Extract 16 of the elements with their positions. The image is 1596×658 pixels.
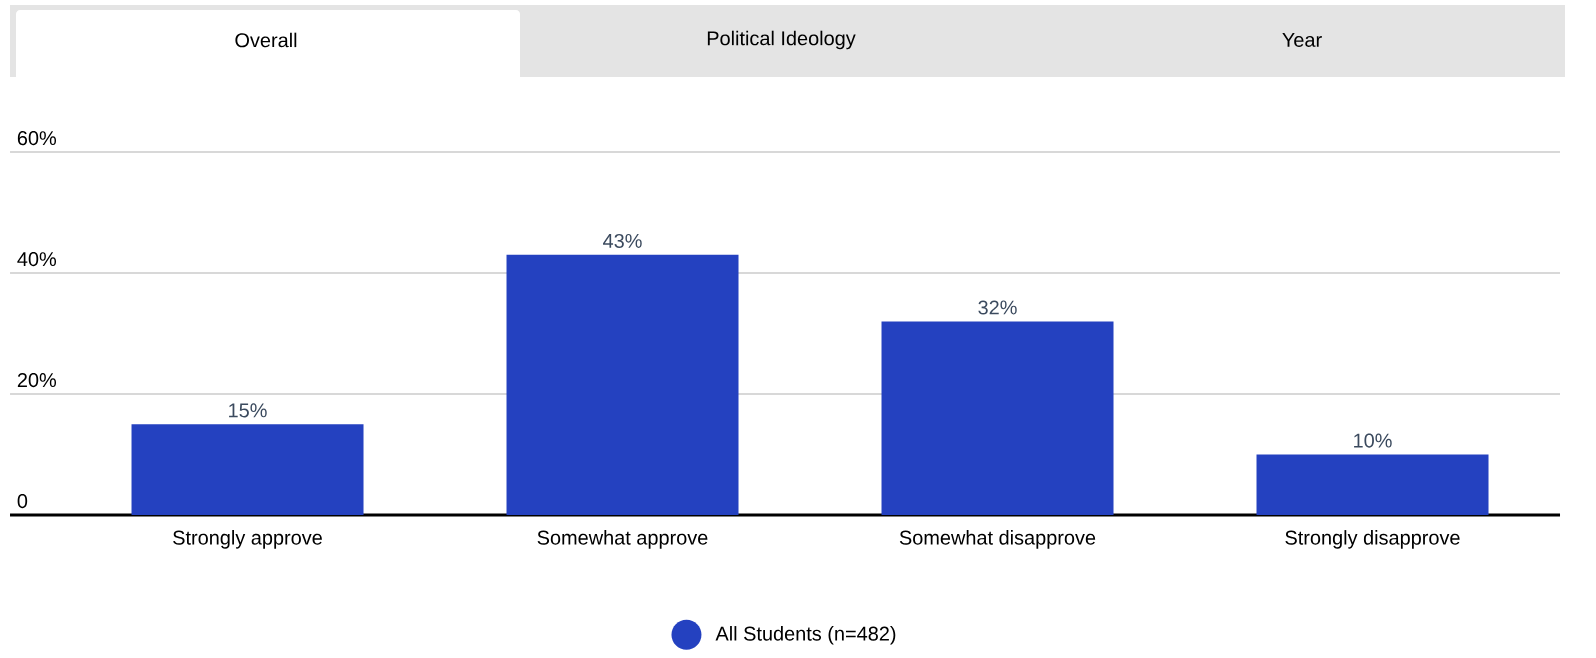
x-tick-label: Strongly disapprove [1285,530,1460,549]
y-tick-label: 60% [17,131,57,146]
text: Political Ideology [707,30,856,50]
y-tick-label: 20% [17,373,57,388]
legend-label: All Students (n=482) [715,626,896,645]
data-label: 15% [229,403,267,418]
text: Year [1282,33,1322,47]
data-label: 32% [978,300,1017,315]
x-tick-label: Somewhat disapprove [899,530,1096,549]
data-label: 10% [1354,433,1392,448]
data-label: 43% [603,233,642,248]
x-tick-label: Strongly approve [173,530,322,549]
y-tick-label: 0 [17,494,28,509]
x-tick-label: Somewhat approve [537,530,708,549]
y-tick-label: 40% [17,252,57,267]
text: Overall [235,32,297,48]
